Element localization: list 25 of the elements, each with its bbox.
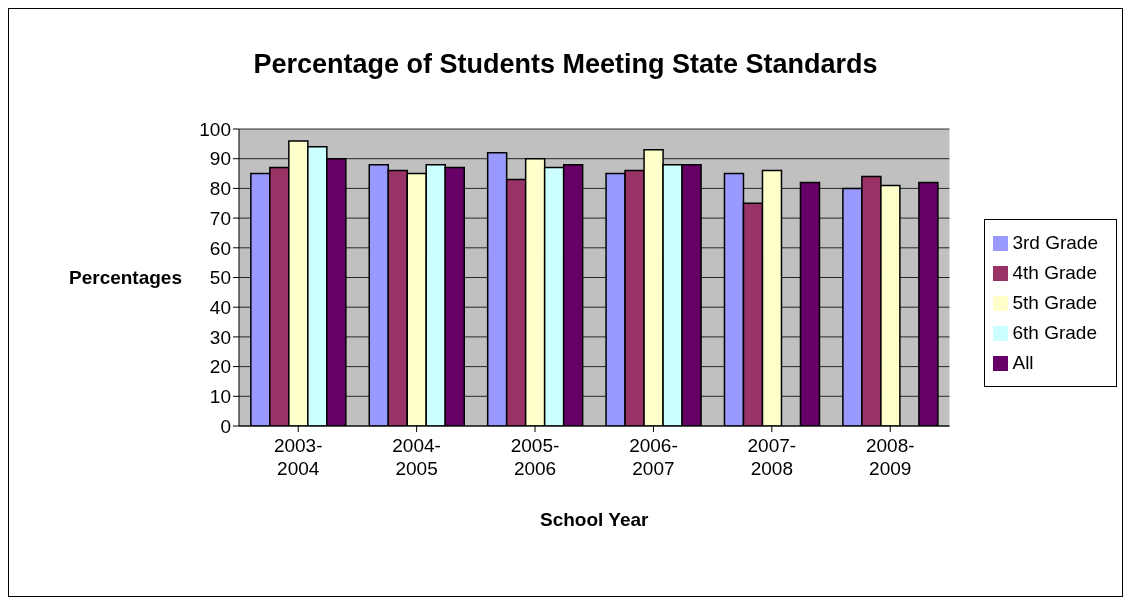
y-axis-title: Percentages xyxy=(69,267,183,289)
y-tick-label: 70 xyxy=(209,207,231,229)
y-tick-label: 20 xyxy=(209,356,231,378)
x-axis-title: School Year xyxy=(540,509,650,530)
y-tick-label: 60 xyxy=(209,237,231,259)
chart-title: Percentage of Students Meeting State Standards xyxy=(252,49,879,80)
legend-label: All xyxy=(1012,351,1034,373)
y-tick-label: 0 xyxy=(220,415,231,437)
x-tick-label: 2008-2009 xyxy=(865,435,915,479)
x-tick-label: 2007-2008 xyxy=(747,435,797,479)
y-tick-label: 90 xyxy=(209,148,231,170)
x-tick-label: 2005-2006 xyxy=(510,435,560,479)
y-tick-label: 50 xyxy=(209,267,231,289)
y-tick-label: 100 xyxy=(199,118,231,140)
x-tick-label: 2003-2004 xyxy=(273,435,323,479)
x-tick-label: 2004-2005 xyxy=(392,435,441,479)
y-tick-label: 80 xyxy=(209,178,231,200)
legend-label: 5th Grade xyxy=(1012,291,1097,313)
x-tick-label: 2006-2007 xyxy=(629,435,678,479)
y-tick-label: 40 xyxy=(209,296,231,318)
legend-label: 6th Grade xyxy=(1012,321,1097,343)
legend-label: 3rd Grade xyxy=(1012,231,1098,253)
y-tick-label: 10 xyxy=(209,386,231,408)
y-tick-label: 30 xyxy=(209,326,231,348)
legend-label: 4th Grade xyxy=(1012,261,1097,283)
